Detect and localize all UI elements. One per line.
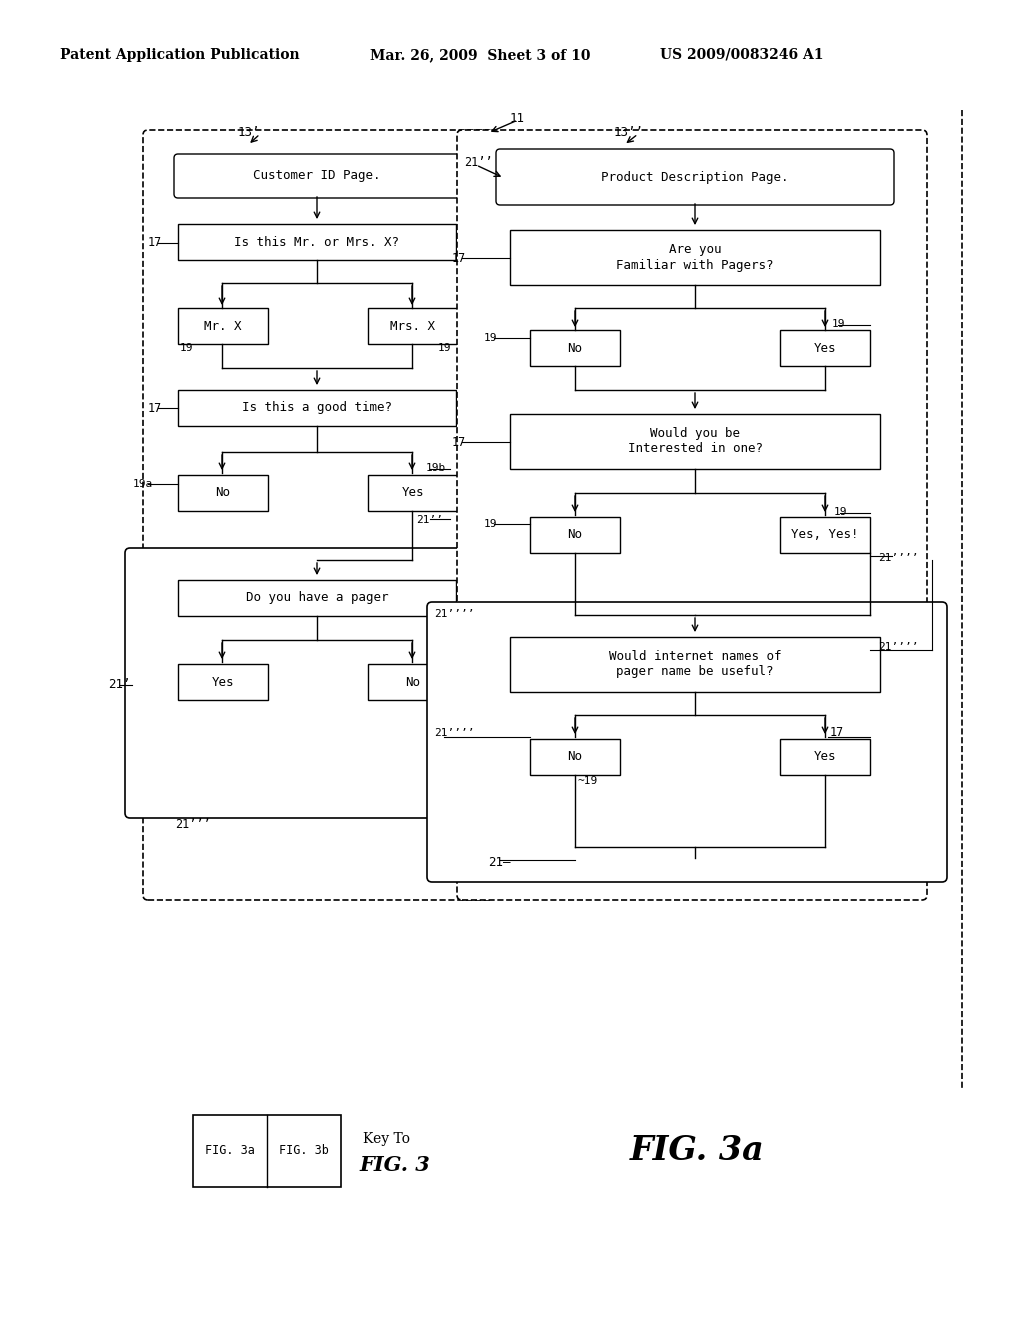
Text: Yes: Yes xyxy=(401,487,424,499)
Text: FIG. 3: FIG. 3 xyxy=(359,1155,430,1175)
Text: 21’’’: 21’’’ xyxy=(175,818,211,832)
Text: Product Description Page.: Product Description Page. xyxy=(601,170,788,183)
Text: 21’’’’: 21’’’’ xyxy=(878,553,919,564)
Text: 21’’: 21’’ xyxy=(416,515,443,525)
FancyBboxPatch shape xyxy=(125,548,497,818)
Text: Mrs. X: Mrs. X xyxy=(390,319,435,333)
Text: 21’’’’: 21’’’’ xyxy=(434,729,474,738)
Text: FIG. 3a: FIG. 3a xyxy=(205,1144,255,1158)
Text: No: No xyxy=(567,751,583,763)
Text: Customer ID Page.: Customer ID Page. xyxy=(253,169,381,182)
Text: FIG. 3a: FIG. 3a xyxy=(630,1134,765,1167)
Text: Key To: Key To xyxy=(362,1133,410,1146)
Text: ~19: ~19 xyxy=(578,776,598,785)
FancyBboxPatch shape xyxy=(780,517,870,553)
Text: 19b: 19b xyxy=(426,463,446,473)
Text: 21—: 21— xyxy=(488,855,511,869)
Text: 17: 17 xyxy=(452,436,466,449)
FancyBboxPatch shape xyxy=(368,664,458,700)
Text: 19: 19 xyxy=(831,319,846,329)
FancyBboxPatch shape xyxy=(178,475,268,511)
Text: Is this Mr. or Mrs. X?: Is this Mr. or Mrs. X? xyxy=(234,235,399,248)
Text: 17: 17 xyxy=(148,401,162,414)
Text: 19: 19 xyxy=(484,519,498,529)
Text: Are you
Familiar with Pagers?: Are you Familiar with Pagers? xyxy=(616,243,774,272)
FancyBboxPatch shape xyxy=(530,739,620,775)
Text: No: No xyxy=(406,676,421,689)
Text: 21’’’’: 21’’’’ xyxy=(878,642,919,652)
Bar xyxy=(193,1115,341,1187)
FancyBboxPatch shape xyxy=(143,129,493,900)
FancyBboxPatch shape xyxy=(178,579,456,616)
Text: Mr. X: Mr. X xyxy=(204,319,242,333)
Text: 21’: 21’ xyxy=(108,678,130,692)
Text: Mar. 26, 2009  Sheet 3 of 10: Mar. 26, 2009 Sheet 3 of 10 xyxy=(370,48,591,62)
Text: 21’’’’: 21’’’’ xyxy=(434,609,474,619)
Text: FIG. 3b: FIG. 3b xyxy=(280,1144,329,1158)
Text: Patent Application Publication: Patent Application Publication xyxy=(60,48,300,62)
FancyBboxPatch shape xyxy=(510,230,880,285)
FancyBboxPatch shape xyxy=(510,414,880,469)
Text: 19a: 19a xyxy=(133,479,154,488)
Text: 17: 17 xyxy=(148,236,162,249)
FancyBboxPatch shape xyxy=(178,308,268,345)
Text: 17: 17 xyxy=(830,726,844,739)
FancyBboxPatch shape xyxy=(530,517,620,553)
Text: Yes, Yes!: Yes, Yes! xyxy=(792,528,859,541)
Text: 13’’: 13’’ xyxy=(614,125,644,139)
Text: No: No xyxy=(567,342,583,355)
FancyBboxPatch shape xyxy=(174,154,460,198)
Text: 21’’: 21’’ xyxy=(464,156,493,169)
Text: Would internet names of
pager name be useful?: Would internet names of pager name be us… xyxy=(608,651,781,678)
FancyBboxPatch shape xyxy=(780,739,870,775)
Text: Is this a good time?: Is this a good time? xyxy=(242,401,392,414)
Text: 19: 19 xyxy=(834,507,848,517)
FancyBboxPatch shape xyxy=(427,602,947,882)
FancyBboxPatch shape xyxy=(530,330,620,366)
Text: Yes: Yes xyxy=(814,342,837,355)
Text: 19: 19 xyxy=(484,333,498,343)
Text: No: No xyxy=(215,487,230,499)
Text: Would you be
Interested in one?: Would you be Interested in one? xyxy=(628,428,763,455)
Text: 19: 19 xyxy=(180,343,194,352)
Text: 11: 11 xyxy=(510,111,525,124)
Text: 19: 19 xyxy=(438,343,452,352)
FancyBboxPatch shape xyxy=(780,330,870,366)
FancyBboxPatch shape xyxy=(178,664,268,700)
Text: Yes: Yes xyxy=(814,751,837,763)
FancyBboxPatch shape xyxy=(496,149,894,205)
Text: 17: 17 xyxy=(452,252,466,264)
FancyBboxPatch shape xyxy=(178,224,456,260)
FancyBboxPatch shape xyxy=(178,389,456,426)
FancyBboxPatch shape xyxy=(457,129,927,900)
FancyBboxPatch shape xyxy=(510,638,880,692)
FancyBboxPatch shape xyxy=(368,308,458,345)
Text: No: No xyxy=(567,528,583,541)
Text: 13’: 13’ xyxy=(238,125,260,139)
Text: Do you have a pager: Do you have a pager xyxy=(246,591,388,605)
Text: Yes: Yes xyxy=(212,676,234,689)
Text: US 2009/0083246 A1: US 2009/0083246 A1 xyxy=(660,48,823,62)
FancyBboxPatch shape xyxy=(368,475,458,511)
